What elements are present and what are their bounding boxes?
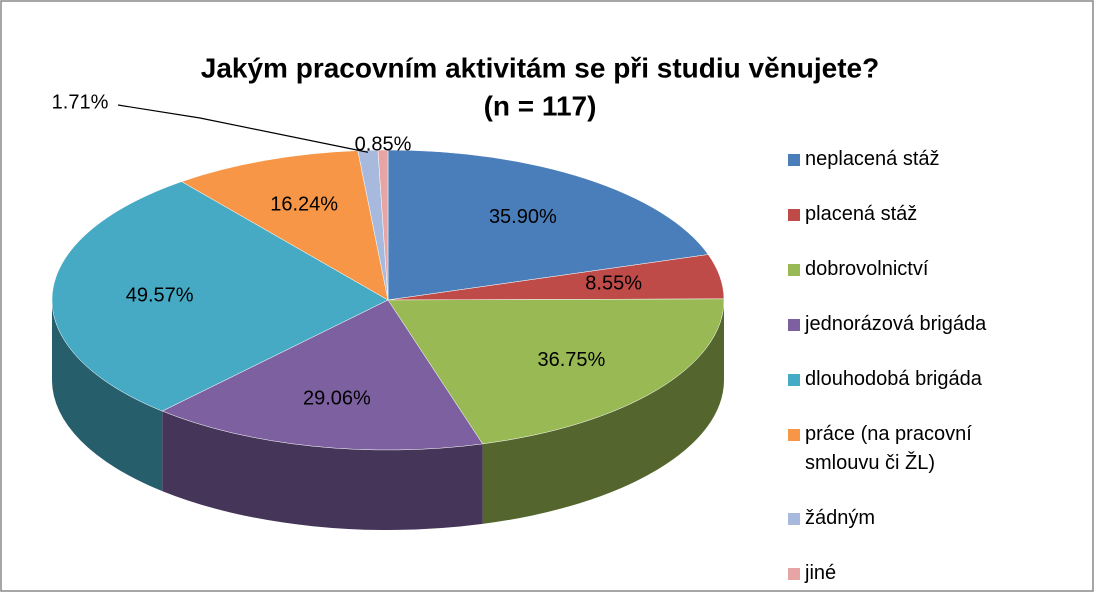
legend-entry: jednorázová brigáda — [788, 310, 1028, 339]
slice-side — [162, 411, 483, 531]
legend-entry: dlouhodobá brigáda — [788, 365, 1028, 394]
legend-swatch — [788, 513, 800, 525]
legend-swatch — [788, 568, 800, 580]
data-label: 49.57% — [126, 284, 194, 306]
legend-swatch — [788, 319, 800, 331]
slice — [161, 299, 484, 451]
legend-swatch — [788, 209, 800, 221]
legend-swatch — [788, 429, 800, 441]
chart-subtitle: (n = 117) — [484, 90, 597, 121]
legend-label: dlouhodobá brigáda — [805, 368, 982, 390]
legend-label: neplacená stáž — [805, 148, 940, 170]
data-label: 0.85% — [355, 133, 412, 155]
legend-entry: žádným — [788, 504, 1028, 533]
legend-label: jednorázová brigáda — [805, 313, 987, 335]
legend-label: jiné — [805, 562, 837, 584]
legend-label: žádným — [805, 507, 876, 529]
legend-entry: jiné — [788, 559, 1028, 588]
leader-line — [117, 104, 368, 153]
data-label: 1.71% — [52, 91, 109, 113]
legend-swatch — [788, 374, 800, 386]
legend-swatch — [788, 154, 800, 166]
slice — [377, 149, 389, 301]
legend-swatch — [788, 264, 800, 276]
chart-title: Jakým pracovním aktivitám se při studiu … — [201, 52, 879, 83]
legend-label: práce (na pracovní smlouvu či ŽL) — [805, 423, 972, 474]
legend-entry: neplacená stáž — [788, 145, 1028, 174]
slice-side — [482, 300, 724, 524]
slice-side — [52, 300, 163, 492]
slice — [387, 149, 709, 301]
data-label: 36.75% — [537, 349, 605, 371]
legend: neplacená stáž placená stáž dobrovolnictví… — [788, 145, 1028, 588]
data-label: 29.06% — [303, 388, 371, 410]
legend-entry: práce (na pracovní smlouvu či ŽL) — [788, 420, 1028, 478]
data-label: 8.55% — [585, 272, 642, 294]
data-label: 16.24% — [270, 193, 338, 215]
slice — [51, 181, 389, 412]
legend-entry: placená stáž — [788, 200, 1028, 229]
legend-label: placená stáž — [805, 203, 918, 225]
slice — [387, 298, 725, 445]
legend-label: dobrovolnictví — [805, 258, 929, 280]
data-label: 35.90% — [489, 206, 557, 228]
legend-entry: dobrovolnictví — [788, 255, 1028, 284]
slice — [181, 150, 389, 301]
